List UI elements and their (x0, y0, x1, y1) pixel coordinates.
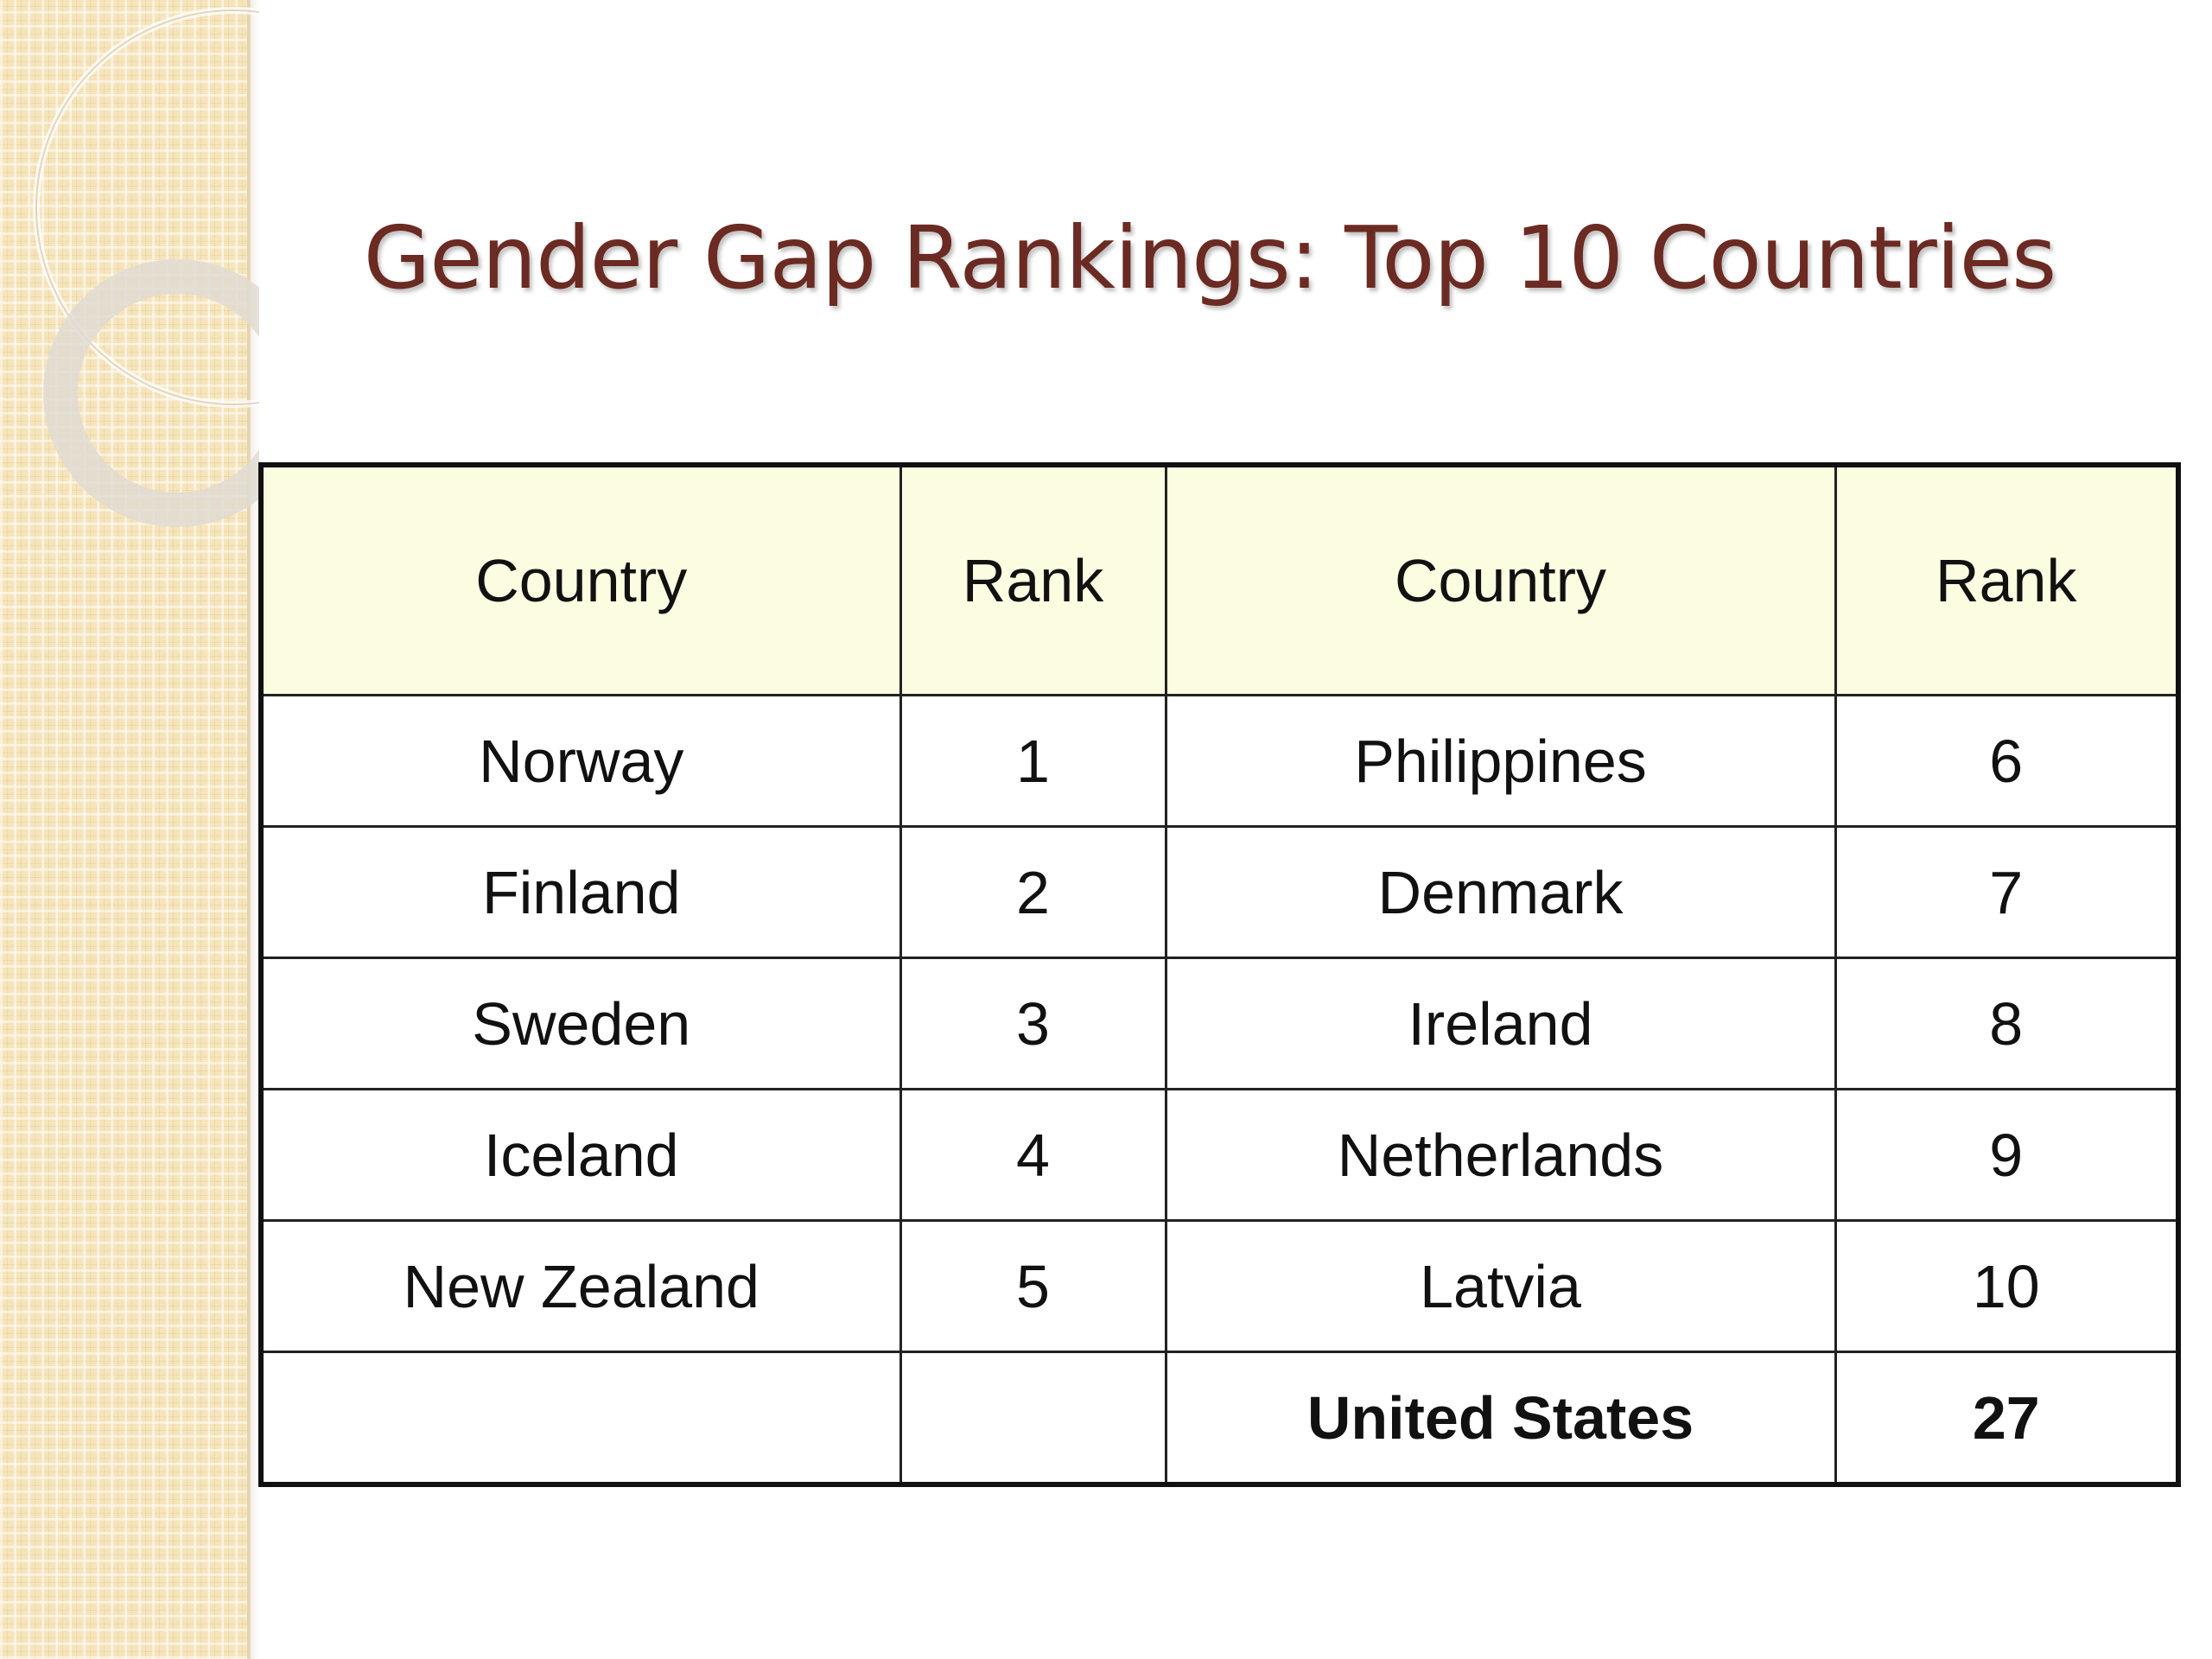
header-country-left: Country (259, 463, 902, 696)
cell-rank-left: 4 (899, 1088, 1167, 1222)
cell-country-right: Netherlands (1164, 1088, 1837, 1222)
gender-gap-ranking-table: Country Rank Country Rank Norway 1 Phili… (258, 462, 2181, 1487)
cell-rank-right: 8 (1834, 957, 2180, 1090)
table-row: Sweden 3 Ireland 8 (259, 957, 2180, 1090)
cell-country-left: New Zealand (259, 1219, 902, 1353)
header-rank-right: Rank (1834, 463, 2180, 696)
cell-country-right: Philippines (1164, 694, 1837, 828)
cell-rank-right: 7 (1834, 825, 2180, 959)
cell-rank-right: 10 (1834, 1219, 2180, 1353)
cell-country-right: Ireland (1164, 957, 1837, 1090)
table-row-united-states: United States 27 (259, 1351, 2180, 1486)
cell-country-left (259, 1351, 902, 1486)
cell-country-left: Finland (259, 825, 902, 959)
header-rank-left: Rank (899, 463, 1167, 696)
cell-country-right: Latvia (1164, 1219, 1837, 1353)
cell-country-right: Denmark (1164, 825, 1837, 959)
cell-country-left: Sweden (259, 957, 902, 1090)
cell-rank-right: 6 (1834, 694, 2180, 828)
cell-rank-left: 2 (899, 825, 1167, 959)
cell-rank-right: 27 (1834, 1351, 2180, 1486)
cell-country-left: Iceland (259, 1088, 902, 1222)
table-row: Norway 1 Philippines 6 (259, 694, 2180, 828)
table-row: Iceland 4 Netherlands 9 (259, 1088, 2180, 1222)
cell-rank-left (899, 1351, 1167, 1486)
decorative-rings (33, 7, 259, 527)
cell-rank-left: 5 (899, 1219, 1167, 1353)
cell-rank-left: 3 (899, 957, 1167, 1090)
cell-country-left: Norway (259, 694, 902, 828)
header-country-right: Country (1164, 463, 1837, 696)
cell-rank-left: 1 (899, 694, 1167, 828)
table-row: Finland 2 Denmark 7 (259, 825, 2180, 959)
cell-rank-right: 9 (1834, 1088, 2180, 1222)
slide-title: Gender Gap Rankings: Top 10 Countries (363, 207, 2056, 308)
table-row: New Zealand 5 Latvia 10 (259, 1219, 2180, 1353)
table-header-row: Country Rank Country Rank (259, 463, 2180, 696)
cell-country-right: United States (1164, 1351, 1837, 1486)
